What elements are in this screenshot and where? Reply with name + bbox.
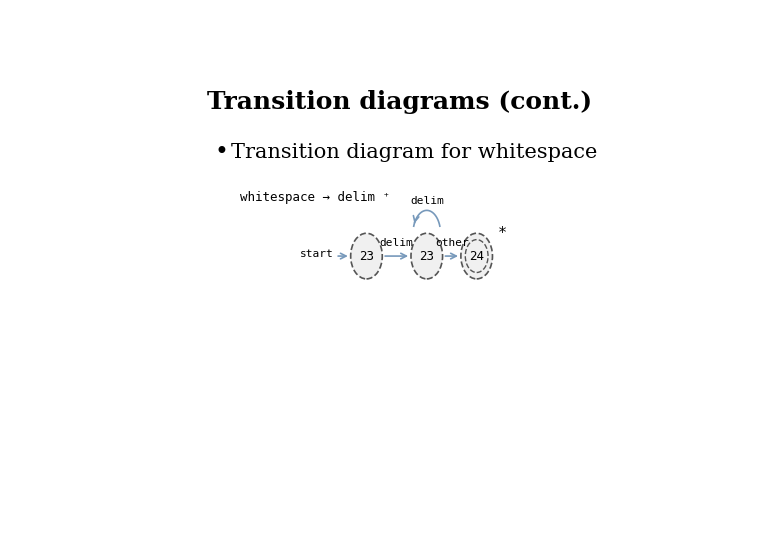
Text: 23: 23: [359, 249, 374, 262]
Text: delim: delim: [380, 238, 413, 248]
Text: 24: 24: [470, 249, 484, 262]
Ellipse shape: [351, 233, 382, 279]
Text: start: start: [300, 249, 333, 259]
Text: *: *: [498, 226, 506, 241]
Text: delim: delim: [410, 196, 444, 206]
Text: Transition diagrams (cont.): Transition diagrams (cont.): [207, 90, 592, 114]
Text: 23: 23: [420, 249, 434, 262]
Text: Transition diagram for whitespace: Transition diagram for whitespace: [232, 143, 597, 161]
Text: other: other: [435, 238, 469, 248]
Ellipse shape: [411, 233, 442, 279]
Text: •: •: [215, 140, 229, 164]
Text: whitespace → delim ⁺: whitespace → delim ⁺: [239, 191, 390, 204]
Ellipse shape: [461, 233, 492, 279]
